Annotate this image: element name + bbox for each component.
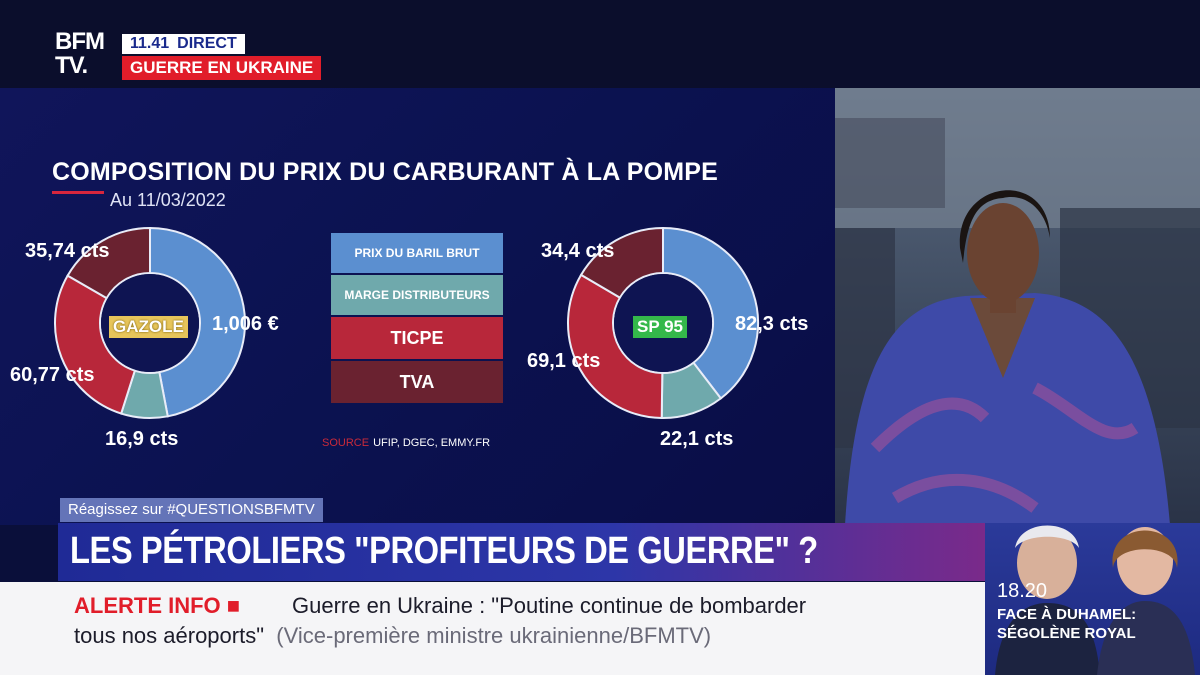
sp95-center-tag: SP 95: [633, 316, 688, 338]
gazole-tva-label: 35,74 cts: [25, 240, 110, 262]
gazole-slice-prix-du-baril-brut: [149, 226, 246, 418]
sp95-slice-prix-du-baril-brut: [662, 226, 759, 400]
gazole-slice-tva: [66, 226, 151, 300]
source-key: SOURCE: [322, 437, 370, 449]
legend-brut: PRIX DU BARIL BRUT: [331, 233, 503, 273]
headline-bar: [58, 523, 985, 581]
time-badge: 11.41 DIRECT: [122, 34, 245, 54]
gazole-slice-ticpe: [54, 274, 137, 415]
ticker-attribution: (Vice-première ministre ukrainienne/BFMT…: [276, 623, 712, 648]
gazole-brut-label: 1,006 €: [212, 313, 279, 335]
topic-badge: GUERRE EN UKRAINE: [122, 56, 322, 80]
logo-line-1: BFM: [55, 28, 105, 55]
ticker-text-line-1: Guerre en Ukraine : "Poutine continue de…: [292, 593, 807, 618]
presenter-illustration: [835, 88, 1200, 525]
alert-info-text: ALERTE INFO: [74, 593, 221, 618]
channel-logo: BFM TV.: [55, 30, 117, 82]
ticker-text-line-2: tous nos aéroports" (Vice-première minis…: [74, 623, 711, 649]
sp95-slice-tva: [579, 226, 664, 300]
alert-info-label: ALERTE INFO ■: [74, 593, 240, 619]
promo-show-title: FACE À DUHAMEL:: [997, 606, 1137, 623]
promo-time: 18.20: [997, 580, 1048, 602]
title-accent-line: [52, 191, 104, 194]
logo-line-2: TV.: [55, 52, 88, 79]
legend-ticpe: TICPE: [331, 317, 503, 359]
sp95-slice-ticpe: [567, 273, 664, 420]
headline: LES PÉTROLIERS "PROFITEURS DE GUERRE" ?: [70, 530, 818, 572]
source-text: UFIP, DGEC, EMMY.FR: [373, 437, 491, 449]
live-status: DIRECT: [177, 35, 237, 52]
promo-guest: SÉGOLÈNE ROYAL: [997, 625, 1136, 642]
presenter-video: [835, 88, 1200, 525]
gazole-marge-label: 16,9 cts: [105, 428, 179, 450]
alert-dot-icon: ■: [226, 593, 241, 618]
gazole-ticpe-label: 60,77 cts: [10, 364, 95, 386]
sp95-ticpe-label: 69,1 cts: [527, 350, 601, 372]
next-show-promo: [985, 523, 1200, 675]
gazole-center-tag: GAZOLE: [109, 316, 188, 338]
legend-tva: TVA: [331, 361, 503, 403]
chart-source: SOURCE UFIP, DGEC, EMMY.FR: [322, 437, 490, 449]
chart-date: Au 11/03/2022: [110, 190, 226, 210]
sp95-brut-label: 82,3 cts: [735, 313, 809, 335]
hashtag-banner: Réagissez sur #QUESTIONSBFMTV: [60, 498, 323, 522]
guest-portraits: [995, 525, 1195, 675]
legend-marge: MARGE DISTRIBUTEURS: [331, 275, 503, 315]
clock-time: 11.41: [130, 35, 170, 52]
chart-title: COMPOSITION DU PRIX DU CARBURANT À LA PO…: [52, 158, 719, 186]
ticker-text-quote-end: tous nos aéroports": [74, 623, 265, 648]
sp95-marge-label: 22,1 cts: [660, 428, 734, 450]
sp95-tva-label: 34,4 cts: [541, 240, 615, 262]
news-ticker: [0, 582, 985, 675]
